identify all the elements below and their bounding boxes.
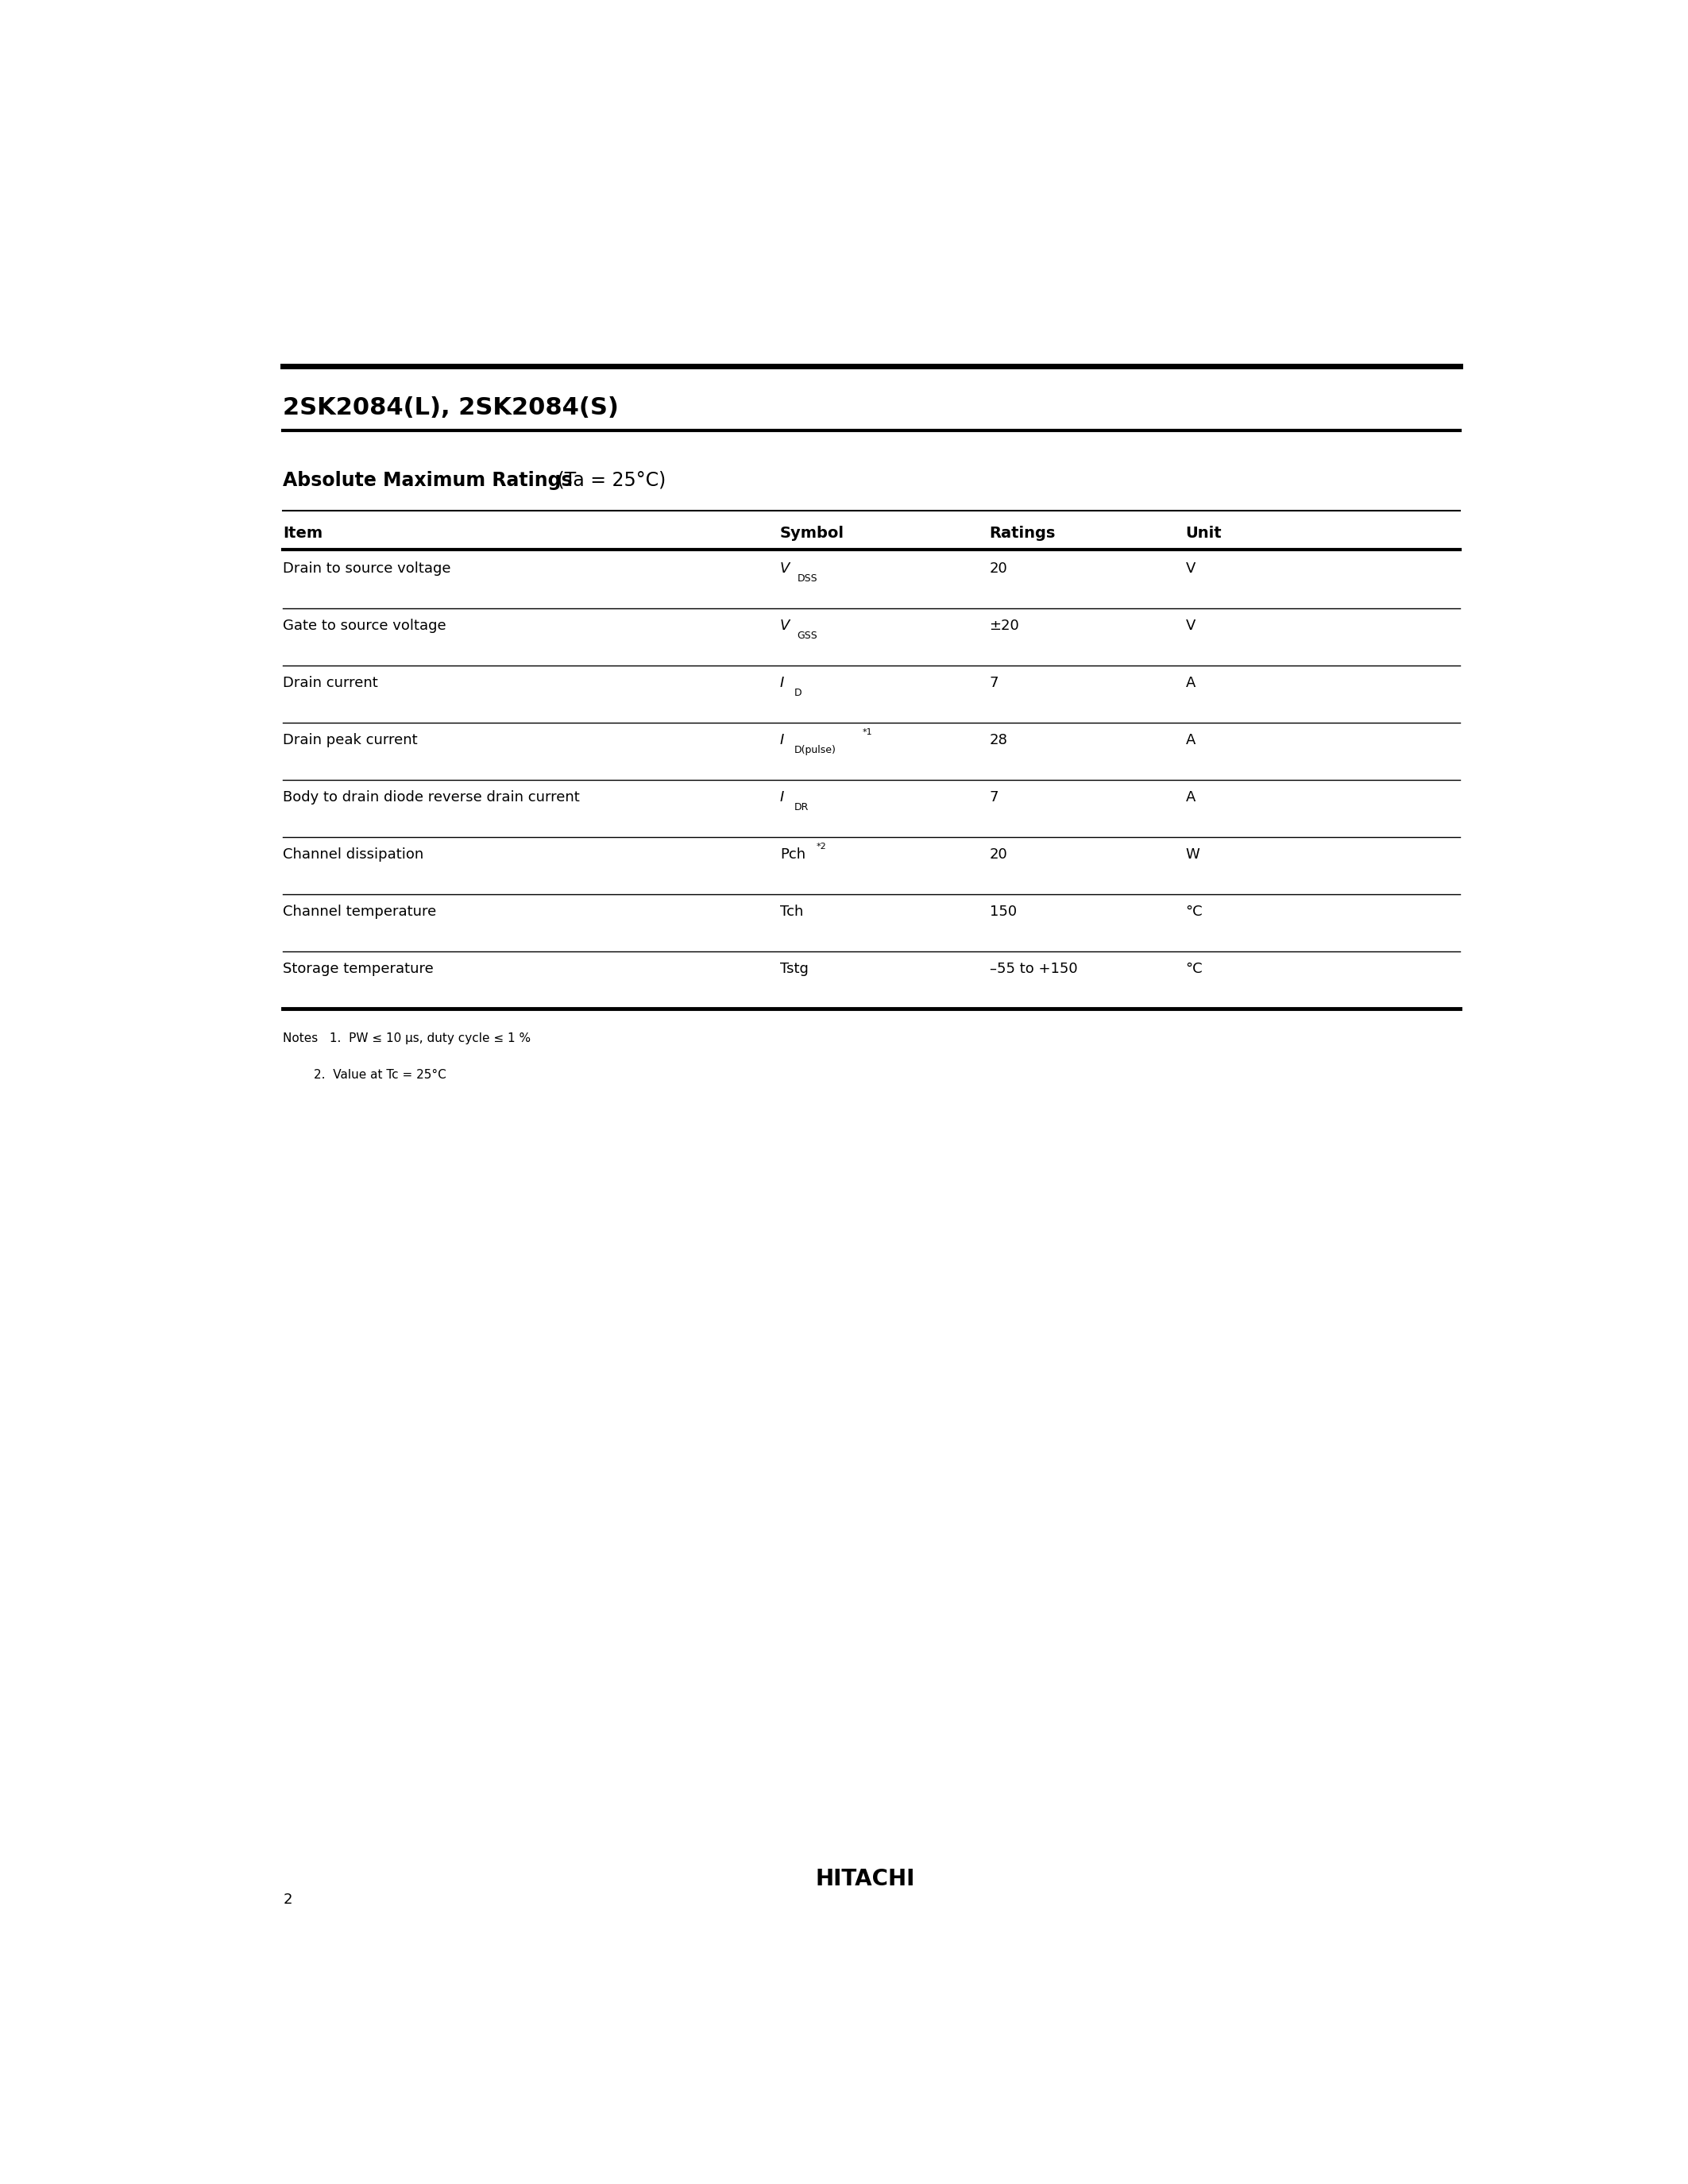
Text: Channel temperature: Channel temperature xyxy=(284,904,437,919)
Text: 2: 2 xyxy=(284,1894,292,1907)
Text: 20: 20 xyxy=(989,847,1008,863)
Text: HITACHI: HITACHI xyxy=(815,1867,915,1889)
Text: Pch: Pch xyxy=(780,847,805,863)
Text: GSS: GSS xyxy=(797,631,817,640)
Text: D: D xyxy=(795,688,802,699)
Text: *2: *2 xyxy=(817,843,827,850)
Text: Body to drain diode reverse drain current: Body to drain diode reverse drain curren… xyxy=(284,791,581,804)
Text: A: A xyxy=(1185,675,1195,690)
Text: °C: °C xyxy=(1185,961,1204,976)
Text: (Ta = 25°C): (Ta = 25°C) xyxy=(550,470,665,489)
Text: I: I xyxy=(780,791,785,804)
Text: Unit: Unit xyxy=(1185,526,1222,542)
Text: V: V xyxy=(1185,618,1195,633)
Text: D(pulse): D(pulse) xyxy=(795,745,837,756)
Text: Gate to source voltage: Gate to source voltage xyxy=(284,618,446,633)
Text: DR: DR xyxy=(795,802,809,812)
Text: Notes   1.  PW ≤ 10 μs, duty cycle ≤ 1 %: Notes 1. PW ≤ 10 μs, duty cycle ≤ 1 % xyxy=(284,1033,532,1044)
Text: 7: 7 xyxy=(989,675,999,690)
Text: Storage temperature: Storage temperature xyxy=(284,961,434,976)
Text: W: W xyxy=(1185,847,1200,863)
Text: Tch: Tch xyxy=(780,904,803,919)
Text: Absolute Maximum Ratings: Absolute Maximum Ratings xyxy=(284,470,572,489)
Text: A: A xyxy=(1185,734,1195,747)
Text: ±20: ±20 xyxy=(989,618,1020,633)
Text: A: A xyxy=(1185,791,1195,804)
Text: *1: *1 xyxy=(863,727,873,736)
Text: Item: Item xyxy=(284,526,322,542)
Text: I: I xyxy=(780,675,785,690)
Text: °C: °C xyxy=(1185,904,1204,919)
Text: V: V xyxy=(780,561,790,577)
Text: 2SK2084(L), 2SK2084(S): 2SK2084(L), 2SK2084(S) xyxy=(284,397,619,419)
Text: Tstg: Tstg xyxy=(780,961,809,976)
Text: 20: 20 xyxy=(989,561,1008,577)
Text: Channel dissipation: Channel dissipation xyxy=(284,847,424,863)
Text: Drain to source voltage: Drain to source voltage xyxy=(284,561,451,577)
Text: –55 to +150: –55 to +150 xyxy=(989,961,1077,976)
Text: Symbol: Symbol xyxy=(780,526,844,542)
Text: V: V xyxy=(1185,561,1195,577)
Text: V: V xyxy=(780,618,790,633)
Text: 2.  Value at Tc = 25°C: 2. Value at Tc = 25°C xyxy=(284,1070,446,1081)
Text: 28: 28 xyxy=(989,734,1008,747)
Text: Drain peak current: Drain peak current xyxy=(284,734,417,747)
Text: Drain current: Drain current xyxy=(284,675,378,690)
Text: I: I xyxy=(780,734,785,747)
Text: DSS: DSS xyxy=(797,572,817,583)
Text: 7: 7 xyxy=(989,791,999,804)
Text: 150: 150 xyxy=(989,904,1016,919)
Text: Ratings: Ratings xyxy=(989,526,1055,542)
